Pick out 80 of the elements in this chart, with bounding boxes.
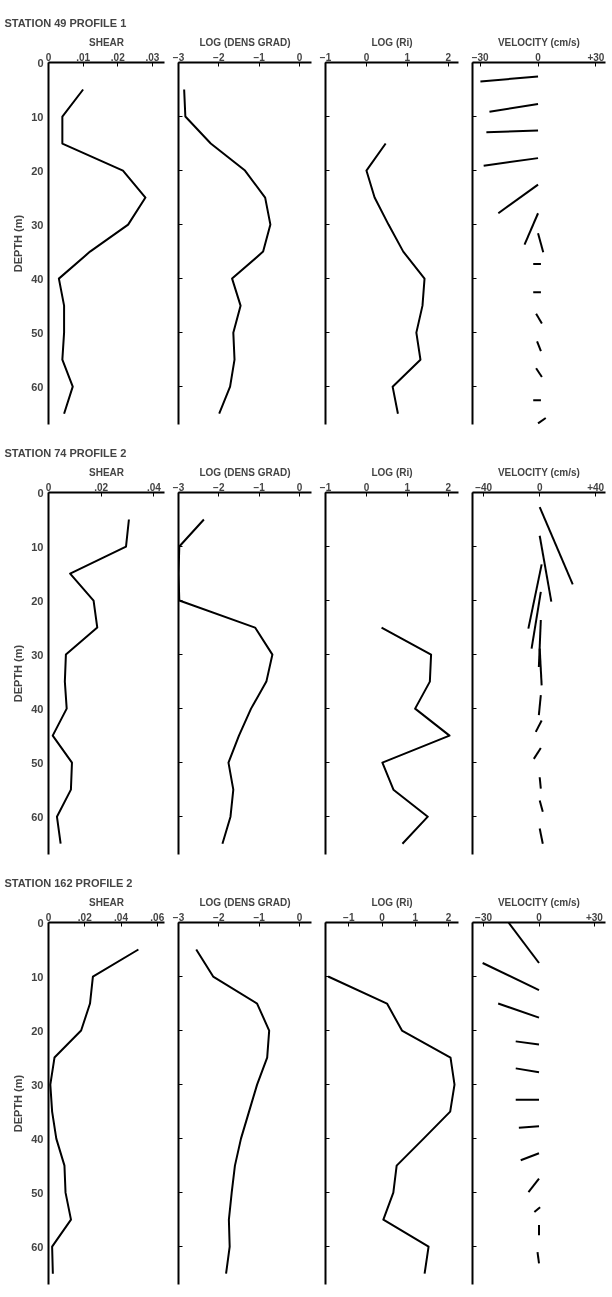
x-tick-label: 0: [45, 481, 52, 493]
x-axis-title: SHEAR: [89, 466, 125, 478]
y-axis-title: DEPTH (m): [12, 214, 25, 273]
y-tick-label: 60: [31, 380, 44, 393]
x-tick-label: .02: [77, 911, 93, 923]
x-tick-label: −30: [475, 911, 493, 923]
x-axis-title: LOG (Ri): [371, 36, 413, 48]
x-tick-label: +30: [587, 51, 605, 63]
x-tick-label: −1: [319, 481, 332, 493]
y-tick-label: 30: [31, 1078, 44, 1091]
x-axis-title: LOG (Ri): [371, 466, 413, 478]
x-tick-label: 0: [535, 51, 542, 63]
x-tick-label: 1: [404, 51, 411, 63]
x-tick-label: −3: [172, 51, 185, 63]
y-tick-label: 40: [31, 272, 44, 285]
x-tick-label: −40: [475, 481, 493, 493]
x-tick-label: 2: [445, 481, 452, 493]
x-axis-title: LOG (DENS GRAD): [199, 466, 291, 478]
x-tick-label: .06: [150, 911, 165, 923]
x-tick-label: 2: [445, 51, 452, 63]
y-tick-label: 30: [31, 648, 44, 661]
x-tick-label: 0: [363, 481, 370, 493]
y-tick-label: 50: [31, 326, 44, 339]
x-tick-label: .02: [94, 481, 109, 493]
x-axis-title: LOG (Ri): [371, 896, 413, 908]
x-tick-label: 1: [404, 481, 411, 493]
y-tick-label: 10: [31, 110, 44, 123]
y-axis-title: DEPTH (m): [12, 1074, 25, 1133]
x-axis-title: SHEAR: [89, 36, 125, 48]
x-tick-label: −1: [253, 51, 266, 63]
y-tick-label: 60: [31, 1240, 44, 1253]
x-tick-label: 0: [296, 51, 303, 63]
x-tick-label: 0: [363, 51, 370, 63]
x-tick-label: .03: [145, 51, 160, 63]
y-tick-label: 50: [31, 756, 44, 769]
x-axis-title: VELOCITY (cm/s): [497, 466, 580, 478]
x-axis-title: VELOCITY (cm/s): [497, 36, 580, 48]
y-axis-title: DEPTH (m): [12, 644, 25, 703]
chart-title: STATION 49 PROFILE 1: [4, 16, 127, 29]
x-tick-label: −2: [213, 911, 225, 923]
x-tick-label: +30: [585, 911, 604, 923]
x-tick-label: 0: [45, 51, 52, 63]
y-tick-label: 30: [31, 218, 44, 231]
x-tick-label: .04: [147, 481, 162, 493]
x-tick-label: −30: [471, 51, 490, 63]
y-tick-label: 10: [31, 970, 44, 983]
x-tick-label: −2: [213, 481, 225, 493]
x-tick-label: 1: [412, 911, 419, 923]
y-tick-label: 60: [31, 810, 44, 823]
x-tick-label: .01: [76, 51, 91, 63]
y-tick-label: 40: [31, 1132, 44, 1145]
x-tick-label: +40: [587, 481, 605, 493]
x-tick-label: −2: [213, 51, 225, 63]
x-tick-label: 0: [296, 481, 303, 493]
x-tick-label: 2: [445, 911, 452, 923]
x-tick-label: −1: [343, 911, 355, 923]
x-tick-label: −1: [319, 51, 332, 63]
y-tick-label: 50: [31, 1186, 44, 1199]
y-tick-label: 20: [31, 164, 44, 177]
chart-title: STATION 162 PROFILE 2: [4, 876, 133, 889]
x-tick-label: −3: [172, 481, 185, 493]
x-tick-label: −1: [253, 911, 266, 923]
x-tick-label: 0: [45, 911, 52, 923]
x-tick-label: 0: [379, 911, 386, 923]
x-tick-label: 0: [536, 911, 543, 923]
chart-title: STATION 74 PROFILE 2: [4, 446, 127, 459]
y-tick-label: 20: [31, 1024, 44, 1037]
x-tick-label: .02: [110, 51, 126, 63]
x-axis-title: VELOCITY (cm/s): [497, 896, 580, 908]
y-tick-label: 20: [31, 594, 44, 607]
y-tick-label: 10: [31, 540, 44, 553]
x-tick-label: .04: [114, 911, 129, 923]
x-axis-title: SHEAR: [89, 896, 125, 908]
x-tick-label: −1: [253, 481, 266, 493]
x-axis-title: LOG (DENS GRAD): [199, 36, 291, 48]
x-tick-label: 0: [536, 481, 543, 493]
y-tick-label: 40: [31, 702, 44, 715]
x-tick-label: 0: [296, 911, 303, 923]
x-axis-title: LOG (DENS GRAD): [199, 896, 291, 908]
x-tick-label: −3: [172, 911, 185, 923]
